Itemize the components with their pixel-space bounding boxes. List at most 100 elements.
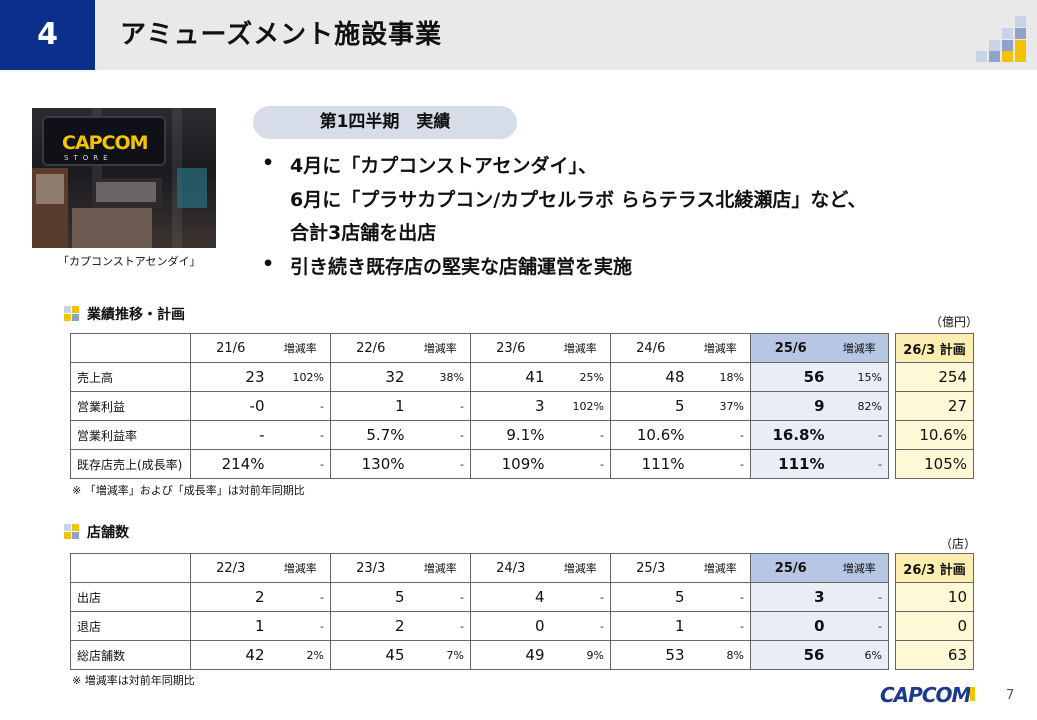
value-cell: 111% — [610, 449, 691, 479]
store-photo: CAPCOM STORE — [32, 108, 216, 248]
value-cell: 9 — [750, 391, 831, 421]
sign-logo-text: CAPCOM — [62, 132, 149, 154]
change-cell: - — [830, 420, 889, 450]
value-cell: 32 — [330, 362, 411, 392]
section-square-icon — [64, 524, 80, 540]
change-cell: - — [830, 449, 889, 479]
table-row: 営業利益 -0-1-3 102% 5 37% 9 82% — [70, 391, 889, 421]
value-cell: 23 — [190, 362, 271, 392]
change-cell: - — [830, 611, 889, 641]
performance-title: 業績推移・計画 — [87, 307, 185, 323]
change-cell: 18% — [690, 362, 751, 392]
period-header: 25/6 — [750, 333, 831, 363]
change-cell: - — [550, 582, 611, 612]
change-cell: 37% — [690, 391, 751, 421]
stores-title: 店舗数 — [87, 525, 129, 541]
value-cell: 5.7% — [330, 420, 411, 450]
value-cell: 4 — [470, 582, 551, 612]
stores-table: 22/3 増減率 23/3 増減率 24/3 増減率 25/3 増減率 25/6 増減率 出店 2-5… — [70, 553, 889, 670]
table-row: 売上高 23 102% 32 38% 41 25% 48 18% 56 15% — [70, 362, 889, 392]
change-cell: - — [270, 582, 331, 612]
change-header: 増減率 — [830, 333, 889, 363]
performance-table: 21/6 増減率 22/6 増減率 23/6 増減率 24/6 増減率 25/6 増減率 売上高 23… — [70, 333, 889, 479]
change-header: 増減率 — [550, 553, 611, 583]
period-header: 22/3 — [190, 553, 271, 583]
period-header: 23/3 — [330, 553, 411, 583]
change-cell: - — [550, 611, 611, 641]
row-label: 売上高 — [70, 362, 191, 392]
change-header: 増減率 — [550, 333, 611, 363]
page-number: 7 — [1006, 688, 1015, 703]
row-label: 退店 — [70, 611, 191, 641]
slide-header: 4 アミューズメント施設事業 — [0, 0, 1037, 70]
row-label: 営業利益率 — [70, 420, 191, 450]
corner-cell — [70, 333, 191, 363]
value-cell: 5 — [330, 582, 411, 612]
plan-value: 63 — [895, 640, 974, 670]
header-row: 22/3 増減率 23/3 増減率 24/3 増減率 25/3 増減率 25/6 増減率 — [70, 553, 889, 583]
performance-plan-table: 26/3 計画 254 27 10.6% 105% — [895, 333, 974, 479]
change-cell: - — [550, 449, 611, 479]
value-cell: 3 — [470, 391, 551, 421]
change-header: 増減率 — [690, 333, 751, 363]
change-header: 増減率 — [410, 553, 471, 583]
change-header: 増減率 — [270, 553, 331, 583]
table-row: 営業利益率 - -5.7% -9.1% -10.6% -16.8% - — [70, 420, 889, 450]
plan-value: 27 — [895, 391, 974, 421]
bullet-mark: • — [262, 253, 275, 275]
value-cell: 109% — [470, 449, 551, 479]
period-header: 22/6 — [330, 333, 411, 363]
period-header: 23/6 — [470, 333, 551, 363]
value-cell: 9.1% — [470, 420, 551, 450]
value-cell: 111% — [750, 449, 831, 479]
plan-value: 105% — [895, 449, 974, 479]
value-cell: 0 — [750, 611, 831, 641]
stores-unit: （店） — [940, 537, 977, 551]
summary-line-1: 4月に「カプコンストアセンダイ」、 — [290, 155, 597, 177]
value-cell: 41 — [470, 362, 551, 392]
change-cell: - — [270, 391, 331, 421]
value-cell: - — [190, 420, 271, 450]
change-header: 増減率 — [830, 553, 889, 583]
change-header: 増減率 — [690, 553, 751, 583]
page-title: アミューズメント施設事業 — [120, 20, 443, 50]
plan-header: 26/3 計画 — [895, 333, 974, 363]
period-header: 21/6 — [190, 333, 271, 363]
change-cell: - — [270, 449, 331, 479]
change-cell: - — [550, 420, 611, 450]
store-sign: CAPCOM STORE — [42, 116, 166, 166]
logo-accent-bar — [970, 687, 975, 701]
change-header: 増減率 — [410, 333, 471, 363]
sign-store-text: STORE — [64, 154, 113, 162]
change-cell: - — [270, 420, 331, 450]
period-header: 24/3 — [470, 553, 551, 583]
performance-unit: （億円） — [930, 315, 979, 329]
value-cell: 5 — [610, 582, 691, 612]
row-label: 出店 — [70, 582, 191, 612]
change-cell: 25% — [550, 362, 611, 392]
value-cell: 49 — [470, 640, 551, 670]
change-cell: 102% — [270, 362, 331, 392]
table-row: 退店 1-2-0-1-0- — [70, 611, 889, 641]
value-cell: 56 — [750, 362, 831, 392]
row-label: 既存店売上(成長率) — [70, 449, 191, 479]
change-cell: 7% — [410, 640, 471, 670]
value-cell: -0 — [190, 391, 271, 421]
value-cell: 2 — [190, 582, 271, 612]
capcom-logo: CAPCOM — [880, 683, 971, 707]
change-cell: - — [690, 420, 751, 450]
value-cell: 1 — [190, 611, 271, 641]
summary-line-2: 6月に「プラサカプコン/カプセルラボ ららテラス北綾瀬店」など、 — [290, 189, 867, 211]
change-cell: 38% — [410, 362, 471, 392]
period-header: 25/3 — [610, 553, 691, 583]
change-cell: - — [690, 611, 751, 641]
change-cell: 102% — [550, 391, 611, 421]
value-cell: 130% — [330, 449, 411, 479]
value-cell: 1 — [330, 391, 411, 421]
period-header: 24/6 — [610, 333, 691, 363]
value-cell: 10.6% — [610, 420, 691, 450]
change-cell: - — [270, 611, 331, 641]
change-cell: - — [410, 611, 471, 641]
value-cell: 0 — [470, 611, 551, 641]
change-cell: 9% — [550, 640, 611, 670]
